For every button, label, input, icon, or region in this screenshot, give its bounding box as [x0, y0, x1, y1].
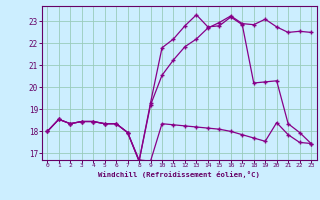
X-axis label: Windchill (Refroidissement éolien,°C): Windchill (Refroidissement éolien,°C) — [98, 171, 260, 178]
